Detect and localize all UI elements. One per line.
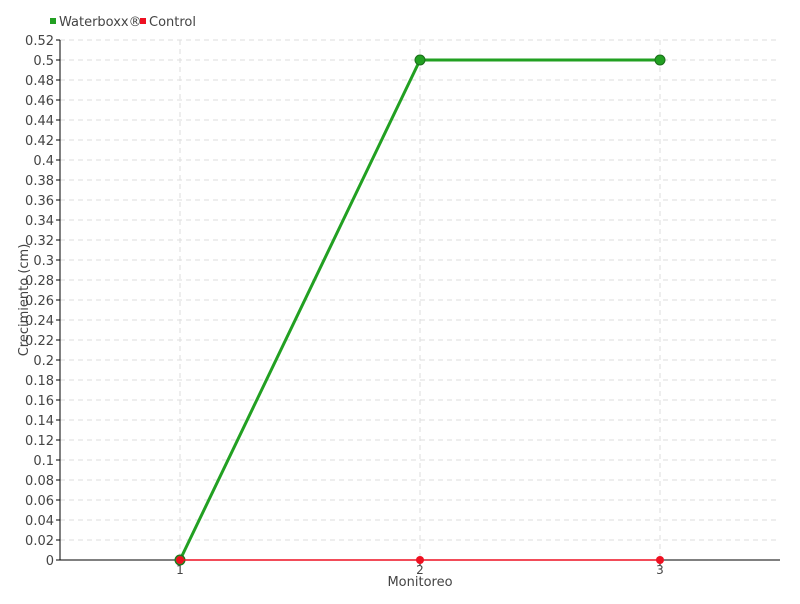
y-tick-label: 0.22 [25,334,54,349]
y-tick-label: 0.04 [25,514,54,529]
y-tick-label: 0.14 [25,414,54,429]
y-tick-label: 0.2 [33,354,54,369]
legend-swatch [140,18,146,24]
data-point-control [176,556,184,564]
x-tick-label: 1 [176,563,184,577]
y-tick-label: 0.52 [25,34,54,49]
y-tick-label: 0.5 [33,54,54,69]
y-tick-label: 0.18 [25,374,54,389]
x-tick-label: 3 [656,563,664,577]
y-tick-label: 0.1 [33,454,54,469]
legend-label: Control [149,15,196,30]
y-axis-label: Crecimiento (cm) [17,244,32,357]
y-tick-label: 0.4 [33,154,54,169]
y-tick-label: 0.46 [25,94,54,109]
legend-label: Waterboxx® [59,15,142,30]
y-tick-label: 0.3 [33,254,54,269]
data-point-control [416,556,424,564]
data-point-waterboxx [654,54,666,66]
y-tick-label: 0.08 [25,474,54,489]
legend-swatch [50,18,56,24]
y-tick-label: 0.06 [25,494,54,509]
y-tick-label: 0.34 [25,214,54,229]
series-layer [174,54,666,566]
x-axis-label: Monitoreo [387,575,452,590]
y-tick-label: 0 [46,554,54,569]
y-tick-label: 0.26 [25,294,54,309]
y-tick-label: 0.24 [25,314,54,329]
y-tick-label: 0.02 [25,534,54,549]
y-tick-label: 0.44 [25,114,54,129]
y-tick-label: 0.32 [25,234,54,249]
data-point-waterboxx [414,54,426,66]
y-tick-label: 0.38 [25,174,54,189]
axes: 0 0.02 0.04 0.06 0.08 0.1 0.12 0.14 0.16 0.18 0.2 0… [25,34,780,577]
x-tick-label: 2 [416,563,424,577]
y-tick-label: 0.16 [25,394,54,409]
y-tick-label: 0.12 [25,434,54,449]
data-point-control [656,556,664,564]
y-tick-label: 0.28 [25,274,54,289]
y-tick-label: 0.48 [25,74,54,89]
y-tick-label: 0.36 [25,194,54,209]
legend: Waterboxx® Control [50,15,196,30]
grid [60,39,780,560]
y-tick-label: 0.42 [25,134,54,149]
